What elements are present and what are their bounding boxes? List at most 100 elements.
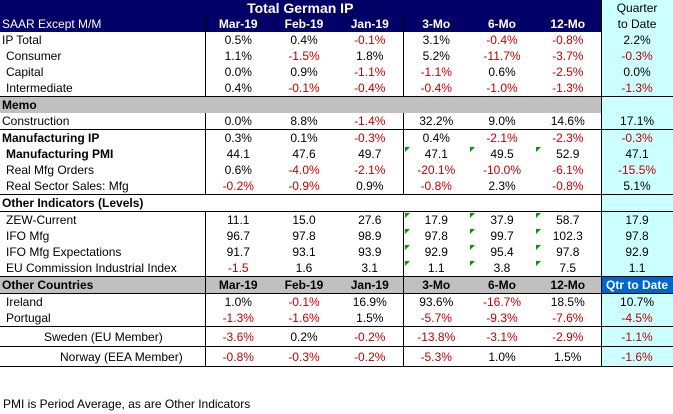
col-header: Jan-19 xyxy=(337,276,403,294)
cell: 15.0 xyxy=(292,213,316,227)
qtd-cell: -0.3% xyxy=(600,48,673,64)
col-header: 3-Mo xyxy=(402,276,469,294)
cell: -1.1% xyxy=(402,64,469,80)
cell: 3.8 xyxy=(469,260,535,277)
cell: 3.1% xyxy=(402,32,469,48)
qtd-cell: 0.0% xyxy=(600,64,673,80)
cell: -7.6% xyxy=(535,310,602,327)
row-label: IP Total xyxy=(2,33,42,47)
cell: 98.9 xyxy=(358,229,382,243)
cell: -1.5% xyxy=(288,49,320,63)
qtd-cell: 17.1% xyxy=(600,113,673,130)
qtd-cell xyxy=(600,96,673,113)
cell: -16.7% xyxy=(482,295,522,309)
table-row: Real Sector Sales: Mfg -0.2% -0.9% 0.9% … xyxy=(0,178,673,195)
other-countries-label: Other Countries xyxy=(0,276,205,294)
table-row: ZEW-Current 11.1 15.0 27.6 17.9 37.9 58.… xyxy=(0,211,673,229)
cell: -1.3% xyxy=(552,81,584,95)
cell: -11.7% xyxy=(483,49,521,63)
table-row: IP Total 0.5% 0.4% -0.1% 3.1% -0.4% -0.8… xyxy=(0,32,673,48)
row-label: Ireland xyxy=(6,295,43,309)
cell: 0.4% xyxy=(290,33,318,47)
table-row: Ireland 1.0% -0.1% 16.9% 93.6% -16.7% 18… xyxy=(0,293,673,310)
cell: -0.8% xyxy=(552,33,584,47)
cell: 27.6 xyxy=(358,213,382,227)
row-label: Real Mfg Orders xyxy=(6,163,95,177)
col-header: 6-Mo xyxy=(469,16,535,32)
row-label: ZEW-Current xyxy=(6,213,77,227)
row-label: Manufacturing PMI xyxy=(6,147,114,161)
col-header: 12-Mo xyxy=(535,276,602,294)
cell: 0.0% xyxy=(204,64,271,80)
col-header: Mar-19 xyxy=(204,276,271,294)
row-label: IFO Mfg xyxy=(6,229,50,243)
cell: 47.6 xyxy=(292,147,316,161)
table-row: Intermediate 0.4% -0.1% -0.4% -0.4% -1.0… xyxy=(0,80,673,97)
cell: -3.6% xyxy=(204,326,271,347)
cell: -2.1% xyxy=(354,163,386,177)
cell: -1.0% xyxy=(486,81,518,95)
cell: 8.8% xyxy=(271,113,337,130)
cell: 93.9 xyxy=(358,245,382,259)
qtd-cell: -15.5% xyxy=(600,162,673,178)
cell: 18.5% xyxy=(550,295,585,309)
cell: -6.1% xyxy=(552,163,584,177)
cell: -10.0% xyxy=(482,163,522,177)
saar-note: SAAR Except M/M xyxy=(0,16,205,32)
cell: 9.0% xyxy=(469,113,535,130)
cell: -0.3% xyxy=(354,131,386,145)
footnote: PMI is Period Average, as are Other Indi… xyxy=(3,397,251,411)
table-row: Norway (EEA Member) -0.8% -0.3% -0.2% -5… xyxy=(0,346,673,367)
cell: 14.6% xyxy=(535,113,602,130)
cell: 5.2% xyxy=(402,48,469,64)
cell: 102.3 xyxy=(535,228,601,244)
qtd-cell: 5.1% xyxy=(600,178,673,195)
cell: -13.8% xyxy=(402,326,469,347)
qtd-cell: -1.6% xyxy=(600,346,673,367)
table-title: Total German IP xyxy=(0,0,602,16)
cell: -0.4% xyxy=(486,33,518,47)
cell: -3.7% xyxy=(552,49,584,63)
cell: -0.1% xyxy=(288,295,320,309)
cell: 0.6% xyxy=(204,162,271,178)
cell: 0.4% xyxy=(204,80,271,97)
cell: -0.8% xyxy=(402,178,469,195)
table-row: Capital 0.0% 0.9% -1.1% -1.1% 0.6% -2.5%… xyxy=(0,64,673,80)
cell: 99.7 xyxy=(469,228,535,244)
other-indicators-label: Other Indicators (Levels) xyxy=(0,194,602,212)
table-row: Construction 0.0% 8.8% -1.4% 32.2% 9.0% … xyxy=(0,113,673,130)
cell: 97.8 xyxy=(535,244,601,260)
cell: 3.1 xyxy=(337,260,403,277)
table-row: Sweden (EU Member) -3.6% 0.2% -0.2% -13.… xyxy=(0,326,673,347)
qtd-cell: -1.3% xyxy=(600,80,673,97)
cell: 0.2% xyxy=(271,326,337,347)
qtd-cell: 10.7% xyxy=(600,293,673,310)
cell: 47.1 xyxy=(402,146,469,162)
cell: -0.8% xyxy=(204,346,271,367)
cell: 2.3% xyxy=(469,178,535,195)
table-row: Portugal -1.3% -1.6% 1.5% -5.7% -9.3% -7… xyxy=(0,310,673,327)
cell: 32.2% xyxy=(402,113,469,130)
qtd-cell: 1.1 xyxy=(600,260,673,277)
cell: -2.5% xyxy=(552,65,584,79)
col-header: 6-Mo xyxy=(469,276,535,294)
cell: 93.1 xyxy=(292,245,316,259)
cell: 44.1 xyxy=(204,146,271,162)
col-header: Mar-19 xyxy=(204,16,271,32)
cell: 16.9% xyxy=(352,295,387,309)
qtd-cell: -1.1% xyxy=(600,326,673,347)
cell: 91.7 xyxy=(204,244,271,260)
cell: -0.3% xyxy=(271,346,337,367)
column-header-row: SAAR Except M/M Mar-19 Feb-19 Jan-19 3-M… xyxy=(0,16,673,32)
cell: -3.1% xyxy=(469,326,535,347)
cell: -1.4% xyxy=(337,113,403,130)
table-row: IFO Mfg 96.7 97.8 98.9 97.8 99.7 102.3 9… xyxy=(0,228,673,244)
col-header: Feb-19 xyxy=(271,16,337,32)
cell: 97.8 xyxy=(402,228,469,244)
qtr-to-date-label: Qtr to Date xyxy=(600,276,673,294)
cell: 92.9 xyxy=(402,244,469,260)
qtd-cell: 2.2% xyxy=(600,32,673,48)
cell: 0.9% xyxy=(337,178,403,195)
title-row: Total German IP Quarter xyxy=(0,0,673,16)
cell: 37.9 xyxy=(469,212,535,229)
